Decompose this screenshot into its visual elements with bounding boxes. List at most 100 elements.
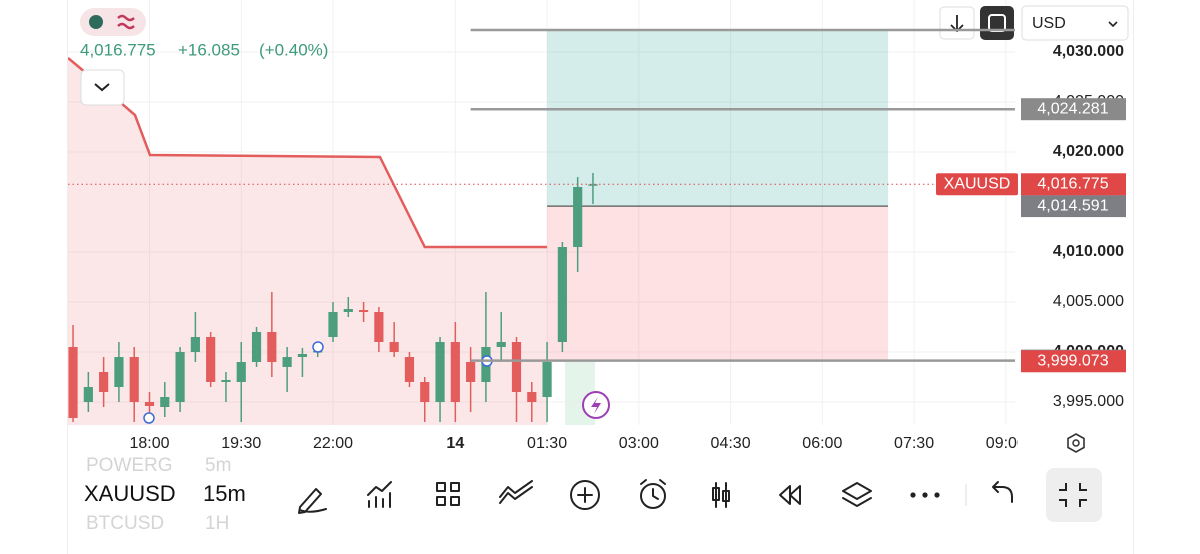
header-change-pct: (+0.40%) [259,40,328,59]
x-tick-label: 22:00 [313,435,353,452]
y-tick-label: 4,005.000 [1053,293,1124,310]
chevron [1108,21,1118,28]
candle-body [435,342,445,402]
event-marker[interactable] [312,341,324,353]
price-label-bg [1021,195,1126,218]
symbol-tag-bg [936,173,1018,196]
candle-body [267,332,277,362]
candle-body [221,380,231,382]
x-tick-label: 06:00 [802,435,842,452]
currency: USD [1032,15,1066,32]
time-axis: 18:00 19:30 22:00 14 01:30 03:00 04:30 06:00 07:… [129,435,1026,452]
undo-icon[interactable] [992,481,1013,503]
candle-body [588,184,598,186]
candle-body [343,309,353,312]
last-price-bg [1021,173,1126,196]
collapse-button[interactable] [80,69,125,106]
wave-icon [117,14,135,30]
candle-body [420,382,430,402]
ghost-symbol: BTCUSD [86,513,164,534]
price-axis: 4,030.0004,025.0004,020.0004,010.0004,00… [936,0,1132,430]
price-label: 4,024.281 [1037,100,1108,117]
candle-body [206,337,216,382]
header-change: +16.085 [178,40,240,59]
candle-body [496,342,506,347]
settings-icon[interactable] [1067,433,1085,453]
settings-dot [1072,439,1080,447]
candle-body [251,332,262,362]
y-tick-label: 4,010.000 [1053,243,1124,260]
price-label: 3,999.073 [1037,352,1108,369]
candle-body [160,397,170,407]
y-tick-label: 3,995.000 [1053,393,1124,410]
alert-icon[interactable] [640,483,666,509]
x-tick-label: 03:00 [619,435,659,452]
exit-fullscreen-button[interactable] [1046,468,1102,522]
replay-icon[interactable] [779,485,801,505]
candle-body [328,312,338,337]
candle-body [557,247,567,342]
chevron [94,83,110,92]
candle-body [114,357,124,387]
price-label-bg [1021,350,1126,373]
x-tick-label: 07:30 [894,435,934,452]
x-tick-label: 19:30 [221,435,261,452]
candle-body [389,342,399,352]
stop-line [68,57,548,249]
y-tick-label: 4,020.000 [1053,143,1124,160]
candle-body [282,357,292,367]
ghost-interval: 1H [205,513,229,534]
interval[interactable]: 15m [203,481,246,506]
indicators-icon[interactable] [367,481,392,508]
candle-body [144,402,155,406]
exit-fullscreen-icon [1059,483,1087,507]
layout-icon[interactable] [436,482,460,506]
target-zone [547,30,889,207]
add-icon[interactable] [570,480,600,510]
stop-area [68,58,548,425]
status-dot [89,15,103,29]
price-label: 4,014.591 [1037,197,1108,214]
header-price: 4,016.775 [80,40,156,59]
candle-body [466,362,476,382]
layers-icon[interactable] [842,482,872,507]
x-tick-label: 01:30 [527,435,567,452]
price-label-bg [1021,98,1126,121]
candle-body [404,357,415,382]
x-tick-label: 14 [446,435,464,452]
symbol[interactable]: XAUUSD [84,481,176,506]
candle-body [175,352,185,402]
event-marker[interactable] [143,412,155,424]
candle-body [297,354,308,357]
candle-body [527,392,537,402]
ghost-interval: 5m [205,455,231,476]
candle-body [236,362,246,382]
candle-body [99,372,109,392]
last-price-label: 4,016.775 [1037,175,1108,192]
candles-icon[interactable] [712,482,730,508]
ghost-symbol: POWERG [86,455,173,476]
candle-body [374,312,384,342]
candle-body [68,347,78,418]
more-icon[interactable] [910,492,940,498]
stop-zone [547,206,889,361]
candle-body [450,342,460,402]
toolbar-icons [298,479,1013,514]
lightning [591,397,601,414]
x-tick-label: 04:30 [711,435,751,452]
candle-body [511,342,522,392]
x-tick-label: 09:00 [986,435,1026,452]
candle-body [190,337,200,352]
candle-body [573,187,583,247]
candle-body [542,362,552,397]
candle-body [129,357,139,402]
x-tick-label: 18:00 [129,435,169,452]
draw-icon[interactable] [298,488,327,514]
y-tick-label: 4,030.000 [1053,43,1124,60]
candle-body [358,310,369,312]
currency-select[interactable] [1021,5,1129,41]
fullscreen-button[interactable] [980,6,1014,40]
compare-icon[interactable] [499,480,533,504]
plot [68,0,1015,425]
